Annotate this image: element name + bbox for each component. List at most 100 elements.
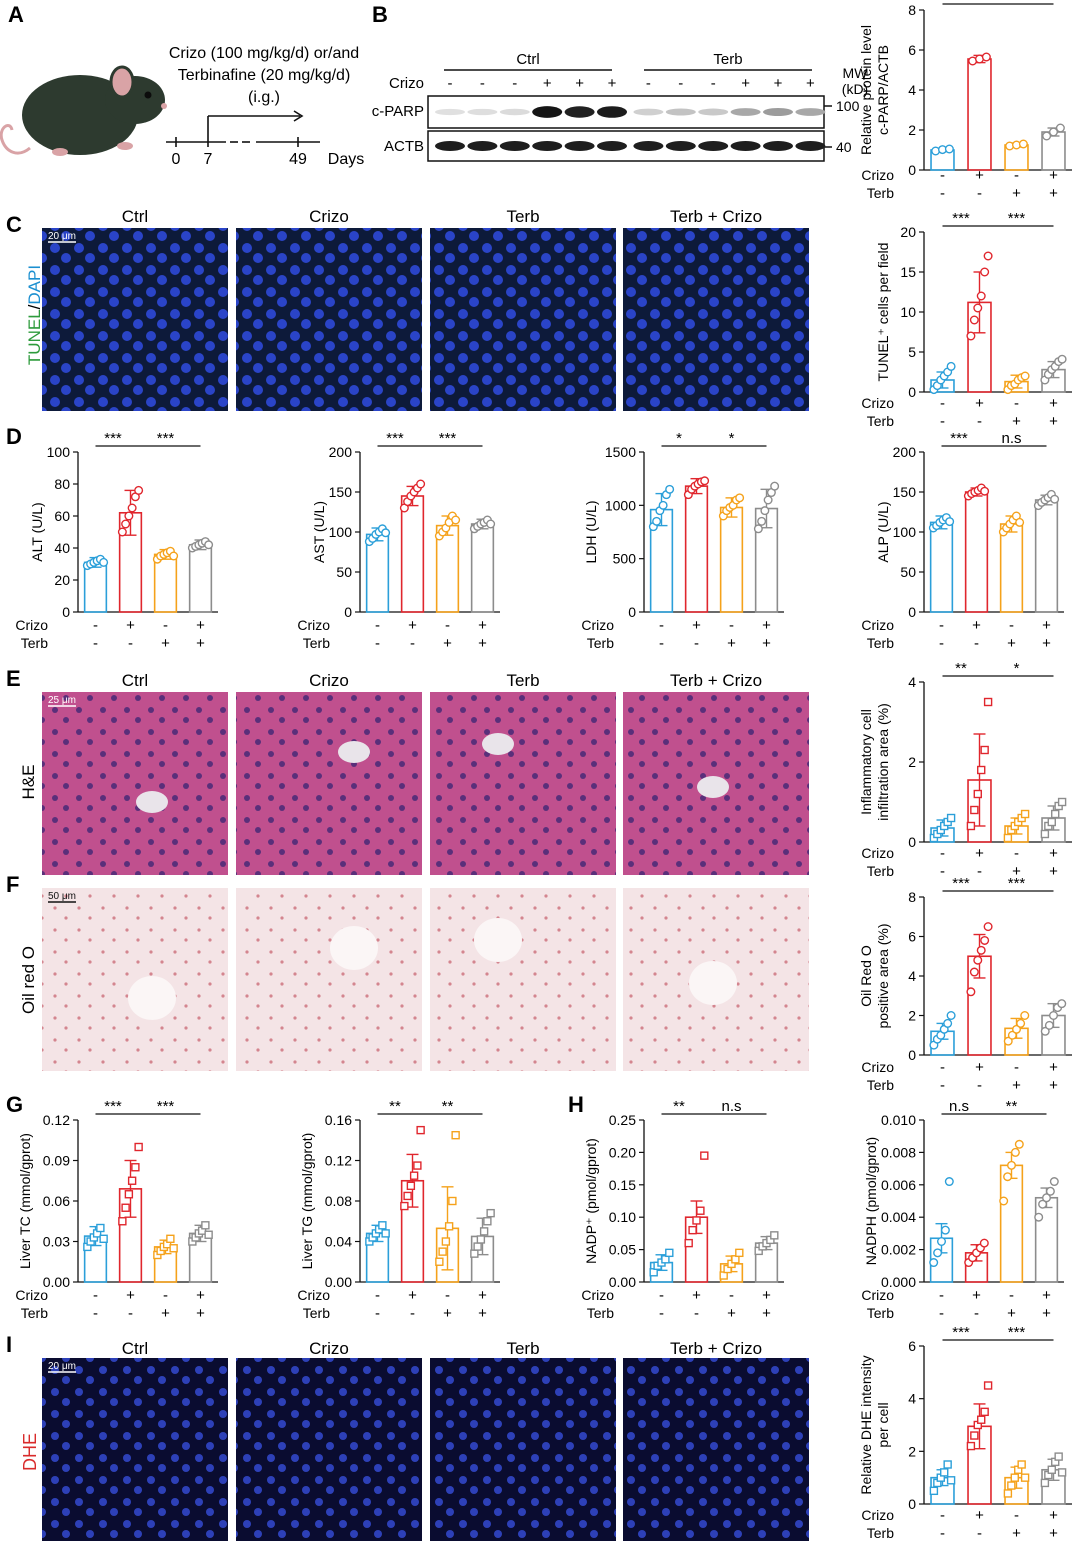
data-point <box>438 1247 447 1256</box>
data-point <box>999 1196 1009 1206</box>
data-point <box>1057 797 1067 807</box>
crizo-sign: - <box>940 395 945 412</box>
terb-sign: + <box>727 635 736 652</box>
y-tick-label: 0 <box>628 604 636 620</box>
data-point <box>1010 1147 1020 1157</box>
group-label-crizo: Crizo <box>297 1287 330 1303</box>
crizo-sign: + <box>408 617 417 634</box>
data-point <box>983 1381 993 1390</box>
data-point <box>980 486 990 496</box>
crizo-sign: - <box>375 617 380 634</box>
crizo-sign: + <box>126 617 135 634</box>
micrograph-oil <box>42 888 228 1071</box>
y-tick-label: 500 <box>613 551 637 567</box>
y-tick-label: 2 <box>908 754 916 770</box>
terb-sign: - <box>939 1305 944 1322</box>
actb-band <box>763 141 793 151</box>
data-point <box>943 1460 952 1469</box>
y-tick-label: 40 <box>54 540 70 556</box>
data-point <box>980 935 990 945</box>
significance-label: ** <box>442 1098 454 1115</box>
actb-band <box>665 141 696 151</box>
data-point <box>760 506 770 516</box>
data-point <box>1042 131 1052 141</box>
tunel-label: TUNEL <box>25 309 44 365</box>
actb-band <box>435 141 465 151</box>
data-point <box>1003 1036 1013 1046</box>
data-point <box>1016 1018 1026 1028</box>
terb-sign: - <box>128 635 133 652</box>
crizo-sign: - <box>163 617 168 634</box>
data-point <box>1048 127 1058 137</box>
data-point <box>403 1191 412 1201</box>
blot-crizo-sign: - <box>480 75 485 92</box>
y-tick-label: 50 <box>900 564 916 580</box>
data-point <box>1034 1212 1044 1222</box>
data-point <box>1045 1186 1055 1196</box>
cparp-band <box>730 108 761 116</box>
terb-sign: + <box>478 635 487 652</box>
y-tick-label: 0.09 <box>43 1153 70 1169</box>
terb-sign: + <box>1049 1077 1058 1094</box>
data-point <box>692 1216 701 1225</box>
terb-sign: - <box>128 1305 133 1322</box>
y-tick-label: 0.08 <box>325 1193 352 1209</box>
data-point <box>1055 123 1065 133</box>
data-point <box>966 331 976 341</box>
data-point <box>1040 1026 1050 1036</box>
crizo-sign: - <box>729 617 734 634</box>
data-point <box>134 1142 143 1152</box>
column-title: Terb + Crizo <box>670 207 762 226</box>
crizo-sign: + <box>126 1287 135 1304</box>
chart-i_dhe: 0 2 4 6 Relative DHE intensity per cell *** ***… <box>858 1324 1072 1542</box>
data-point <box>409 1171 419 1180</box>
crizo-sign: - <box>939 1287 944 1304</box>
group-label-crizo: Crizo <box>861 395 894 411</box>
blot-crizo-sign: + <box>608 75 617 92</box>
blot-crizo-sign: + <box>774 75 783 92</box>
data-point <box>1050 494 1060 504</box>
central-vein <box>697 776 729 798</box>
bar <box>999 1164 1024 1283</box>
data-point <box>658 500 668 510</box>
data-point <box>946 1476 956 1485</box>
data-point <box>1057 999 1067 1009</box>
y-tick-label: 0 <box>908 604 916 620</box>
crizo-sign: + <box>478 617 487 634</box>
panel-letter-g: G <box>6 1092 23 1117</box>
significance-label: * <box>1014 660 1020 677</box>
terb-sign: + <box>1012 1077 1021 1094</box>
data-point <box>441 1237 451 1246</box>
terb-sign: + <box>1049 1525 1058 1542</box>
y-tick-label: 0.03 <box>43 1234 70 1250</box>
terb-sign: - <box>93 1305 98 1322</box>
group-label-terb: Terb <box>867 1077 894 1093</box>
column-title: Ctrl <box>122 207 148 226</box>
data-point <box>665 484 675 494</box>
data-point <box>413 1161 422 1170</box>
y-axis-label: Inflammatory cell <box>858 709 874 815</box>
data-point <box>976 945 986 955</box>
data-point <box>929 1486 939 1496</box>
data-point <box>944 1177 954 1187</box>
bar <box>470 523 495 613</box>
bar <box>1034 1196 1059 1283</box>
data-point <box>1049 1177 1059 1187</box>
data-point <box>980 745 989 755</box>
data-point <box>118 1217 127 1226</box>
data-point <box>969 967 979 977</box>
y-axis-label: Liver TC (mmol/gprot) <box>17 1133 33 1269</box>
group-label-terb: Terb <box>21 635 48 651</box>
micrograph-dhe <box>623 1358 809 1541</box>
actb-band <box>730 141 761 151</box>
y-tick-label: 0 <box>908 162 916 178</box>
crizo-sign: + <box>975 395 984 412</box>
data-point <box>973 789 982 799</box>
mw-header-2: (kD) <box>842 81 868 97</box>
y-tick-label: 0.010 <box>881 1112 916 1128</box>
data-point <box>688 1225 697 1235</box>
crizo-sign: - <box>1014 395 1019 412</box>
